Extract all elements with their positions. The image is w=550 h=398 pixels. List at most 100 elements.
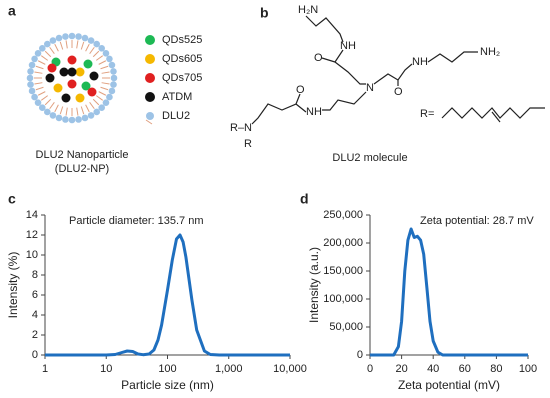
y-tick-label: 0 bbox=[357, 349, 363, 361]
legend-swatch bbox=[145, 119, 153, 125]
lipid-tail bbox=[44, 50, 52, 58]
lipid-head bbox=[108, 61, 116, 69]
lipid-head bbox=[102, 50, 110, 57]
lipid-head bbox=[27, 81, 34, 88]
lipid-head bbox=[110, 81, 117, 88]
atom: O bbox=[296, 84, 305, 96]
lipid-head bbox=[75, 116, 82, 123]
x-axis-label: Zeta potential (mV) bbox=[398, 378, 500, 392]
lipid-head bbox=[31, 55, 38, 63]
lipid-head bbox=[93, 40, 100, 48]
atom: H₂N bbox=[298, 4, 318, 16]
atom: NH bbox=[340, 40, 356, 52]
lipid-head bbox=[87, 112, 95, 119]
lipid-head bbox=[49, 112, 57, 119]
particle bbox=[67, 67, 77, 77]
x-tick-label: 100 bbox=[158, 363, 176, 375]
legend-label: ATDM bbox=[162, 91, 192, 103]
lipid-tail bbox=[76, 107, 79, 116]
atom: O bbox=[314, 52, 323, 64]
x-tick-label: 1,000 bbox=[215, 363, 243, 375]
lipid-tail bbox=[92, 50, 100, 58]
caption: (DLU2-NP) bbox=[55, 163, 109, 175]
lipid-head bbox=[81, 114, 89, 122]
lipid-tail bbox=[40, 95, 49, 101]
lipid-head bbox=[68, 116, 76, 124]
lipid-head bbox=[110, 68, 117, 75]
particle bbox=[59, 67, 69, 77]
lipid-head bbox=[81, 34, 89, 42]
bond bbox=[322, 91, 367, 111]
atom: NH₂ bbox=[480, 46, 500, 58]
lipid-head bbox=[55, 34, 63, 42]
lipid-head bbox=[27, 68, 34, 75]
panel-label: b bbox=[260, 5, 269, 21]
y-tick-label: 150,000 bbox=[323, 265, 363, 277]
lipid-tail bbox=[80, 106, 85, 115]
lipid-tail bbox=[89, 46, 95, 55]
legend-label: QDs705 bbox=[162, 72, 202, 84]
atom: N bbox=[366, 82, 374, 94]
atom: O bbox=[394, 86, 403, 98]
lipid-head bbox=[28, 87, 36, 95]
lipid-tail bbox=[35, 86, 44, 91]
lipid-head bbox=[44, 40, 51, 48]
lipid-tail bbox=[76, 40, 79, 49]
lipid-head bbox=[55, 114, 63, 122]
y-tick-label: 6 bbox=[32, 289, 38, 301]
y-tick-label: 8 bbox=[32, 269, 38, 281]
x-tick-label: 10,000 bbox=[273, 363, 307, 375]
legend-label: DLU2 bbox=[162, 110, 190, 122]
x-tick-label: 60 bbox=[459, 363, 471, 375]
y-tick-label: 250,000 bbox=[323, 209, 363, 221]
lipid-head bbox=[68, 32, 76, 40]
bond bbox=[373, 63, 413, 85]
lipid-tail bbox=[100, 65, 109, 70]
line bbox=[45, 233, 290, 357]
particle bbox=[87, 87, 97, 97]
lipid-tail bbox=[95, 55, 104, 61]
lipid-tail bbox=[92, 98, 100, 106]
lipid-tail bbox=[40, 55, 49, 61]
lipid-head bbox=[44, 108, 51, 116]
lipid-head bbox=[93, 108, 100, 116]
bond bbox=[427, 51, 478, 63]
annotation: Particle diameter: 135.7 nm bbox=[69, 215, 204, 227]
lipid-head bbox=[102, 99, 110, 106]
lipid-tail bbox=[65, 107, 68, 116]
y-tick-label: 200,000 bbox=[323, 237, 363, 249]
lipid-tail bbox=[44, 98, 52, 106]
y-tick-label: 2 bbox=[32, 329, 38, 341]
lipid-tail bbox=[49, 101, 55, 110]
atom: R bbox=[244, 138, 252, 150]
y-tick-label: 10 bbox=[26, 249, 38, 261]
particle bbox=[67, 79, 77, 89]
atom-labels: H₂N NH O NH NH₂ O N O NH R–N R R= bbox=[230, 4, 500, 150]
atom: NH bbox=[412, 56, 428, 68]
particle bbox=[47, 63, 57, 73]
lipid-head bbox=[49, 37, 57, 44]
lipid-head bbox=[87, 37, 95, 44]
legend-swatch bbox=[145, 35, 155, 45]
lipid-tail bbox=[34, 82, 43, 85]
lipid-tail bbox=[100, 86, 109, 91]
lipid-head bbox=[26, 74, 34, 82]
lipid-head bbox=[106, 93, 113, 101]
bond bbox=[334, 61, 366, 85]
lipid-tail bbox=[59, 106, 64, 115]
lipid-tail bbox=[101, 71, 110, 74]
legend-swatch bbox=[146, 112, 154, 120]
lipid-tail bbox=[89, 101, 95, 110]
lipid-head bbox=[108, 87, 116, 95]
panel-label: c bbox=[8, 191, 16, 207]
x-tick-label: 40 bbox=[427, 363, 439, 375]
lipid-head bbox=[98, 45, 105, 52]
lipid-head bbox=[98, 104, 105, 111]
nanoparticle bbox=[26, 32, 118, 124]
lipid-tail bbox=[59, 41, 64, 50]
y-tick-label: 12 bbox=[26, 229, 38, 241]
x-tick-label: 10 bbox=[100, 363, 112, 375]
lipid-tail bbox=[98, 91, 107, 96]
lipid-tail bbox=[49, 46, 55, 55]
particle bbox=[75, 67, 85, 77]
